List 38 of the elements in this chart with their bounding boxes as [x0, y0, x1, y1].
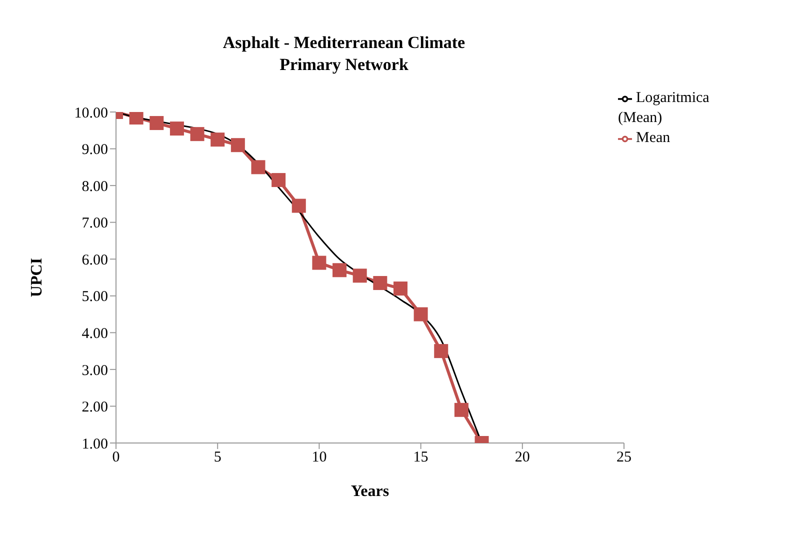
y-tick-label: 7.00: [82, 216, 108, 232]
point: [210, 132, 225, 147]
x-tick-label: 20: [514, 450, 530, 466]
point: [393, 282, 408, 296]
y-tick-label: 5.00: [82, 289, 108, 306]
point: [292, 198, 306, 213]
legend-label: Mean: [636, 130, 670, 146]
legend-label: Logaritmica (Mean): [618, 90, 710, 126]
y-tick-label: 3.00: [82, 362, 108, 379]
point: [332, 263, 347, 278]
y-tick-label: 6.00: [82, 252, 108, 268]
y-tick-label: 1.00: [82, 436, 108, 452]
point: [190, 127, 204, 142]
point: [454, 402, 468, 417]
y-tick-label: 10.00: [74, 105, 108, 122]
point: [434, 344, 448, 358]
point: [352, 268, 367, 283]
point: [230, 138, 245, 152]
point: [251, 160, 266, 174]
point: [272, 173, 286, 188]
x-axis-title: Years: [350, 483, 390, 500]
y-tick-label: 2.00: [82, 400, 108, 416]
x-tick-label: 0: [112, 450, 120, 466]
x-tick-label: 15: [413, 450, 428, 466]
point: [170, 122, 184, 136]
x-tick-label: 10: [312, 450, 327, 466]
y-tick-label: 9.00: [82, 142, 108, 158]
y-tick-label: 8.00: [82, 178, 108, 195]
point: [373, 276, 388, 290]
point: [414, 307, 428, 322]
point: [150, 116, 164, 130]
point: [312, 256, 326, 270]
x-tick-label: 5: [214, 450, 222, 466]
y-tick-label: 4.00: [82, 326, 108, 342]
x-tick-label: 25: [616, 450, 632, 466]
chart-title: Asphalt - Mediterranean Climate Primary Network: [222, 32, 466, 76]
point: [129, 112, 144, 125]
y-axis-title: UPCI: [28, 258, 46, 298]
